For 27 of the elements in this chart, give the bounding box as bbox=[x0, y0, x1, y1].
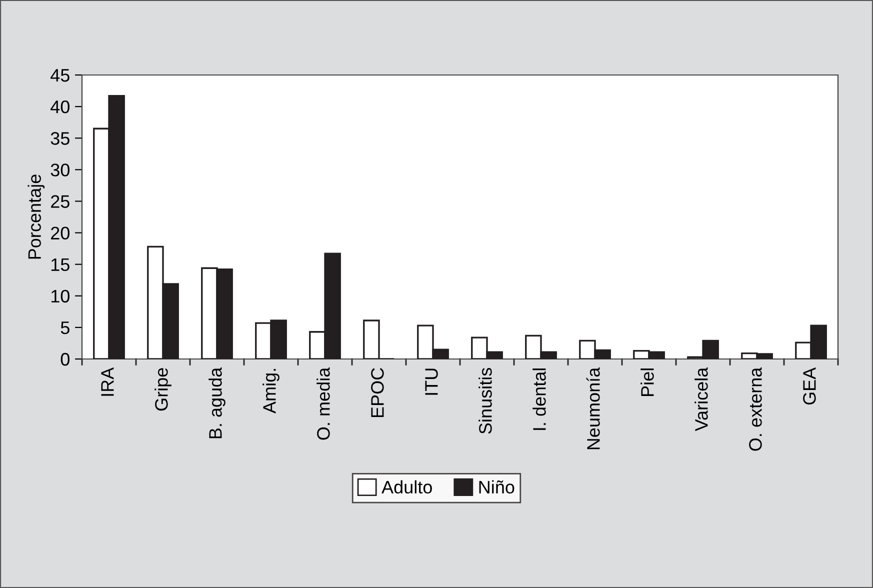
x-tick-label: O. externa bbox=[749, 367, 762, 451]
y-tick-label: 10 bbox=[51, 290, 70, 303]
x-tick-label: Amig. bbox=[262, 368, 280, 414]
y-tick-label: 40 bbox=[50, 100, 70, 114]
x-tick-label: Varicela bbox=[694, 367, 708, 432]
legend-label: Niño bbox=[479, 480, 514, 494]
x-tick-label: IRA bbox=[101, 367, 114, 396]
x-tick-label: B. aguda bbox=[208, 367, 226, 438]
y-tick-label: 30 bbox=[50, 164, 70, 176]
y-tick-label: 35 bbox=[50, 132, 70, 145]
y-tick-label: 20 bbox=[51, 226, 70, 240]
x-tick-label: O. media bbox=[316, 367, 330, 440]
x-tick-label: Sinusitis bbox=[478, 368, 492, 434]
x-tick-label: Gripe bbox=[154, 368, 172, 411]
y-tick-label: 0 bbox=[60, 352, 70, 366]
y-tick-label: 45 bbox=[50, 69, 70, 82]
y-axis-title: Porcentaje bbox=[28, 174, 45, 259]
x-tick-label: GEA bbox=[803, 367, 816, 405]
legend-label: Adulto bbox=[382, 480, 432, 494]
x-tick-label: Neumonía bbox=[586, 367, 600, 450]
x-tick-label: Piel bbox=[640, 368, 654, 396]
x-tick-label: I. dental bbox=[532, 368, 546, 430]
y-tick-label: 15 bbox=[51, 258, 70, 272]
x-tick-label: ITU bbox=[425, 368, 438, 395]
y-tick-label: 5 bbox=[60, 322, 70, 334]
y-tick-label: 25 bbox=[51, 195, 70, 208]
x-tick-label: EPOC bbox=[371, 368, 384, 418]
